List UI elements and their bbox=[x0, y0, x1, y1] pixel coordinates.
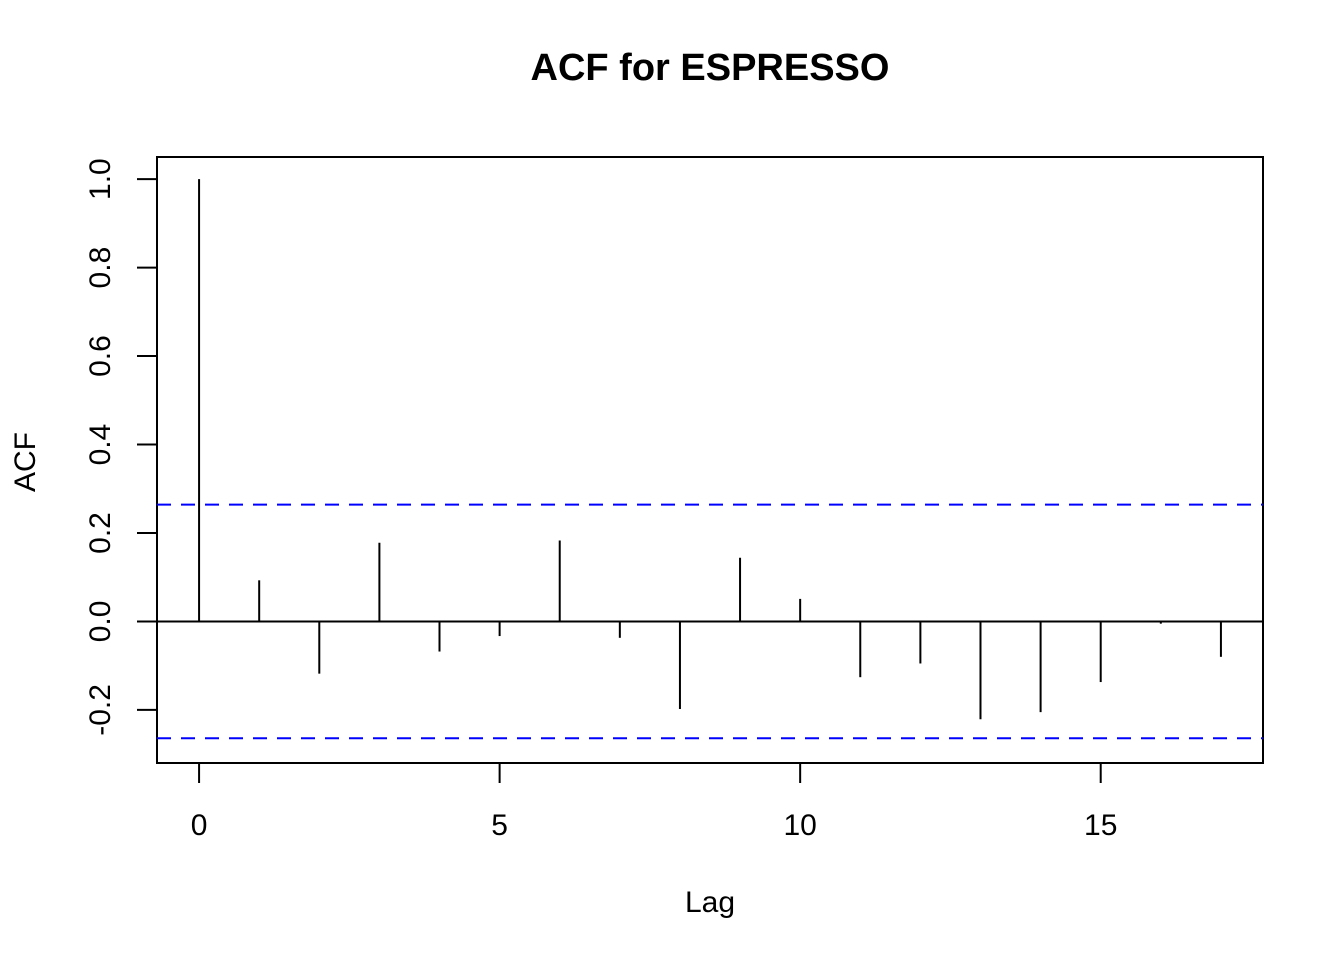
x-axis: 0 5 10 15 bbox=[191, 762, 1117, 842]
plot-frame bbox=[156, 156, 1264, 764]
y-tick-label: 0.4 bbox=[84, 424, 117, 466]
x-tick-label: 0 bbox=[191, 809, 208, 842]
chart-title: ACF for ESPRESSO bbox=[531, 47, 890, 89]
y-tick-label: 1.0 bbox=[84, 158, 117, 200]
x-tick-label: 10 bbox=[783, 809, 816, 842]
confidence-lines bbox=[157, 503, 1263, 740]
y-tick-label: 0.2 bbox=[84, 512, 117, 554]
x-tick-label: 15 bbox=[1084, 809, 1117, 842]
x-tick-label: 5 bbox=[491, 809, 508, 842]
y-axis: -0.2 0.0 0.2 0.4 0.6 0.8 1.0 bbox=[84, 158, 158, 736]
acf-stems bbox=[198, 179, 1222, 720]
y-tick-label: 0.8 bbox=[84, 247, 117, 289]
y-tick-label: 0.6 bbox=[84, 335, 117, 377]
x-axis-label: Lag bbox=[685, 886, 735, 919]
y-tick-label: -0.2 bbox=[84, 684, 117, 736]
y-axis-label: ACF bbox=[9, 432, 42, 492]
y-tick-label: 0.0 bbox=[84, 601, 117, 643]
